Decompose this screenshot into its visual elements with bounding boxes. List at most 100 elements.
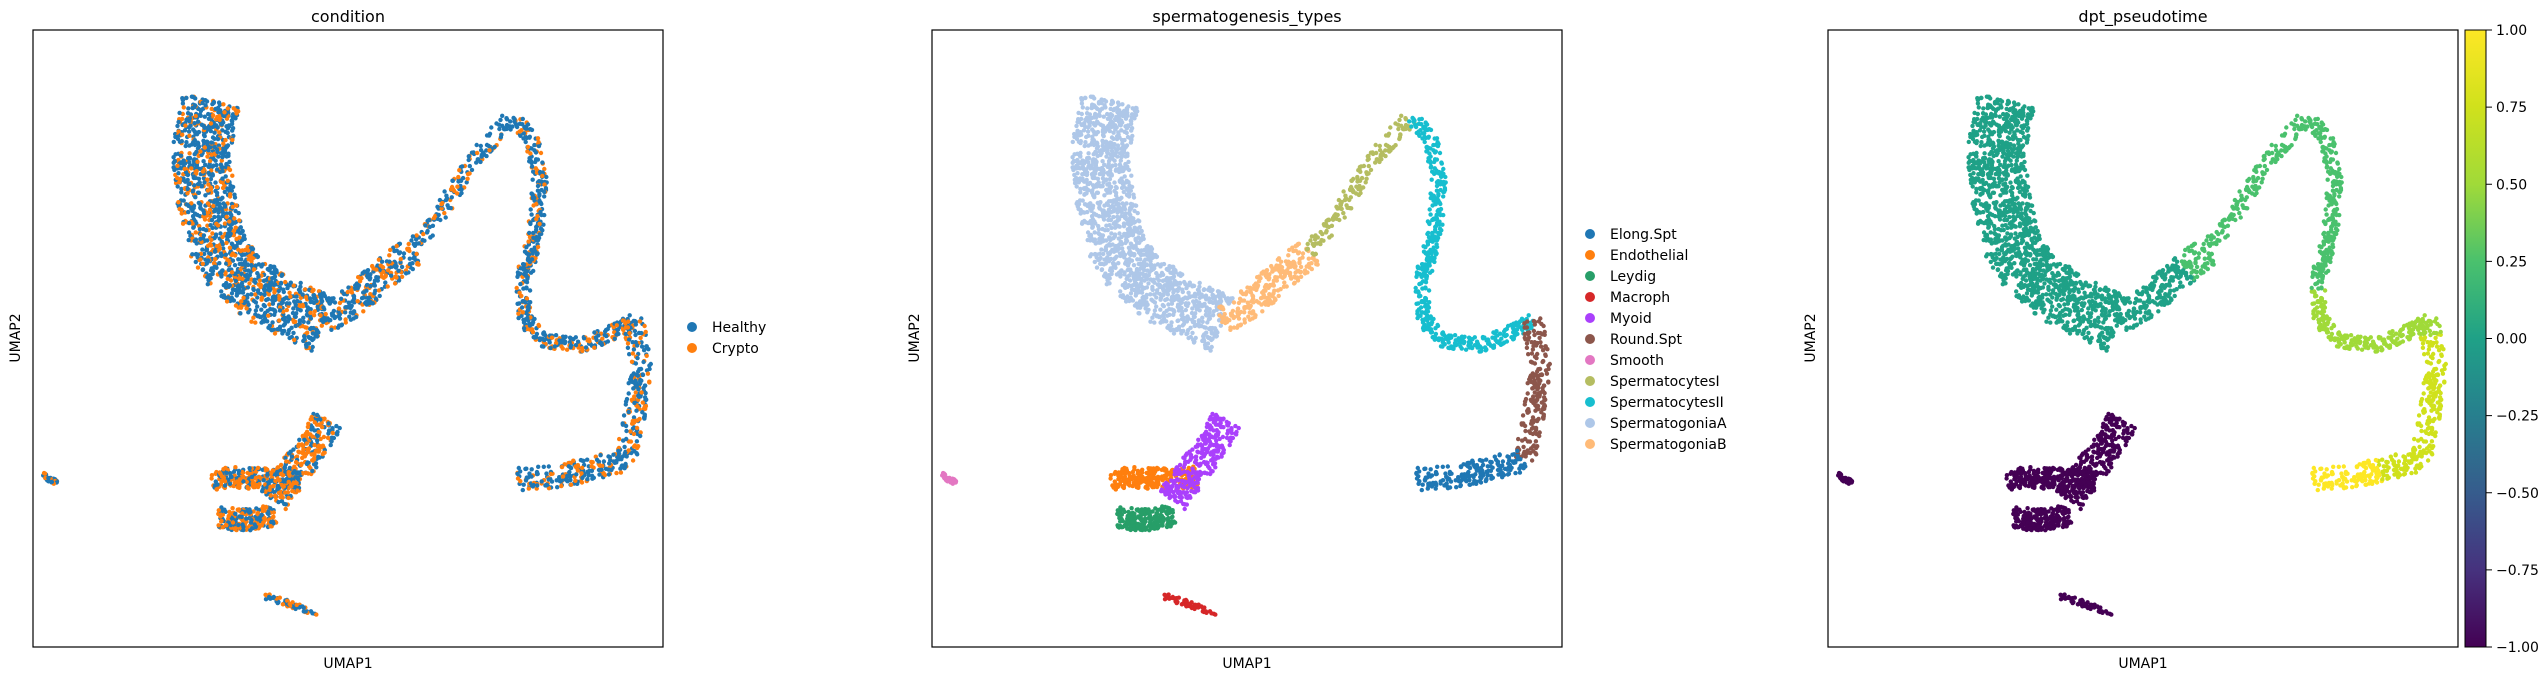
point bbox=[233, 244, 238, 250]
point bbox=[177, 110, 182, 116]
point bbox=[268, 493, 273, 498]
point bbox=[226, 513, 231, 519]
point bbox=[1202, 325, 1207, 330]
point bbox=[641, 359, 646, 365]
point bbox=[546, 477, 551, 482]
point bbox=[392, 281, 398, 286]
point bbox=[1085, 106, 1090, 111]
point bbox=[261, 302, 266, 308]
point bbox=[377, 293, 382, 299]
point bbox=[1138, 281, 1144, 286]
point bbox=[337, 300, 343, 306]
point bbox=[1094, 159, 1099, 164]
point bbox=[197, 180, 202, 185]
point bbox=[192, 121, 197, 126]
point bbox=[218, 231, 223, 236]
point bbox=[218, 512, 224, 517]
point bbox=[546, 464, 551, 469]
point bbox=[467, 171, 472, 176]
point bbox=[220, 210, 225, 215]
point bbox=[193, 230, 198, 235]
point bbox=[1182, 279, 1187, 285]
point bbox=[1145, 310, 1150, 315]
point bbox=[1107, 242, 1112, 247]
point bbox=[413, 237, 419, 242]
point bbox=[200, 267, 205, 273]
point bbox=[1086, 133, 1091, 138]
point bbox=[269, 328, 274, 333]
point bbox=[478, 148, 484, 153]
point bbox=[273, 282, 278, 287]
point bbox=[179, 186, 184, 192]
point bbox=[1092, 113, 1097, 119]
point bbox=[209, 106, 214, 112]
point bbox=[1104, 154, 1109, 159]
point bbox=[568, 465, 574, 471]
point bbox=[466, 157, 471, 163]
point bbox=[412, 256, 417, 261]
point bbox=[1211, 309, 1217, 314]
point bbox=[262, 288, 267, 293]
point bbox=[187, 181, 192, 186]
point bbox=[387, 253, 392, 258]
point bbox=[510, 124, 515, 129]
point bbox=[587, 468, 592, 473]
point bbox=[273, 472, 278, 477]
point bbox=[1120, 283, 1126, 288]
point bbox=[456, 174, 461, 180]
point bbox=[540, 336, 546, 342]
point bbox=[634, 372, 639, 377]
point bbox=[442, 210, 447, 216]
point bbox=[189, 206, 194, 211]
point bbox=[1216, 292, 1222, 297]
point bbox=[394, 243, 399, 249]
point bbox=[224, 523, 229, 528]
point bbox=[195, 119, 201, 124]
point bbox=[228, 471, 233, 476]
point bbox=[1076, 110, 1081, 116]
point bbox=[237, 218, 242, 223]
point bbox=[280, 331, 285, 336]
point bbox=[1094, 119, 1100, 124]
point bbox=[239, 514, 244, 520]
point bbox=[270, 301, 276, 306]
point bbox=[1135, 257, 1140, 262]
point bbox=[617, 436, 622, 442]
point bbox=[618, 470, 624, 475]
point bbox=[279, 301, 284, 306]
point bbox=[180, 221, 186, 226]
point bbox=[535, 157, 541, 162]
point bbox=[1119, 169, 1124, 174]
point bbox=[531, 268, 536, 274]
point bbox=[1131, 263, 1137, 268]
point bbox=[269, 470, 274, 475]
point bbox=[266, 594, 272, 600]
point bbox=[600, 336, 605, 341]
point bbox=[1092, 251, 1098, 257]
point bbox=[202, 133, 207, 139]
point bbox=[621, 413, 627, 418]
point bbox=[230, 251, 236, 256]
point bbox=[230, 126, 236, 131]
point bbox=[337, 425, 342, 431]
point bbox=[230, 173, 235, 178]
point bbox=[537, 232, 542, 237]
point bbox=[216, 109, 221, 115]
point bbox=[1127, 192, 1132, 197]
point bbox=[1129, 173, 1134, 178]
point bbox=[348, 317, 354, 322]
point bbox=[534, 201, 539, 207]
point bbox=[229, 291, 235, 296]
point bbox=[292, 337, 297, 343]
point bbox=[644, 397, 649, 402]
point bbox=[535, 471, 540, 477]
point bbox=[223, 252, 229, 257]
point bbox=[374, 267, 379, 272]
point bbox=[270, 307, 276, 312]
point bbox=[287, 301, 292, 306]
point bbox=[633, 390, 638, 395]
point bbox=[291, 306, 296, 311]
point bbox=[200, 100, 205, 106]
point bbox=[232, 526, 237, 532]
